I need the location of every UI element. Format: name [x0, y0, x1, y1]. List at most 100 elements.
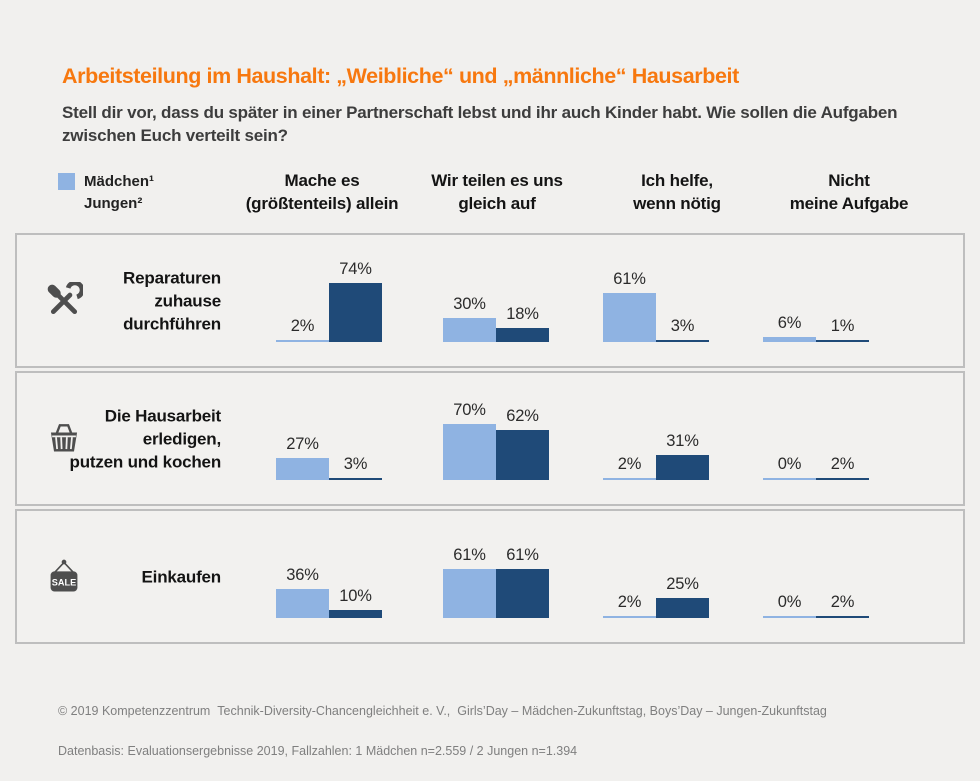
boys-value-label: 1% [831, 317, 854, 336]
girls-value-label: 61% [453, 546, 485, 565]
boys-value-label: 18% [506, 305, 538, 324]
girls-bar [763, 337, 816, 342]
bar-group-1: 2% 74% [276, 260, 382, 342]
task-label: Die Hausarbeit erledigen, putzen und koc… [17, 404, 221, 473]
bar-group-2: 61% 61% [443, 546, 549, 618]
girls-value-label: 61% [613, 270, 645, 289]
boys-bar-col: 61% [496, 546, 549, 618]
boys-bar-col: 10% [329, 587, 382, 618]
task-label: Reparaturen zuhause durchführen [17, 266, 221, 335]
boys-bar-col: 62% [496, 407, 549, 480]
bar-group-4: 0% 2% [763, 593, 869, 618]
footer-database: Datenbasis: Evaluationsergebnisse 2019, … [58, 741, 827, 761]
girls-bar [603, 616, 656, 618]
boys-bar [496, 569, 549, 618]
bar-group-1: 36% 10% [276, 566, 382, 618]
girls-bar-col: 36% [276, 566, 329, 618]
boys-bar [329, 283, 382, 342]
girls-value-label: 70% [453, 401, 485, 420]
chart-rows: Reparaturen zuhause durchführen 2% 74% 30% 1… [15, 233, 965, 647]
bar-group-2: 30% 18% [443, 295, 549, 342]
boys-bar [656, 598, 709, 618]
boys-value-label: 3% [344, 455, 367, 474]
girls-bar-col: 61% [443, 546, 496, 618]
boys-bar [329, 478, 382, 480]
boys-bar-col: 3% [329, 455, 382, 480]
boys-value-label: 25% [666, 575, 698, 594]
girls-bar-col: 0% [763, 593, 816, 618]
boys-bar-col: 2% [816, 455, 869, 480]
girls-bar [443, 318, 496, 342]
girls-value-label: 6% [778, 314, 801, 333]
legend-girls-label: Mädchen¹ [84, 173, 154, 190]
legend-item-girls: Mädchen¹ [58, 170, 154, 192]
girls-bar [276, 458, 329, 480]
task-row-1: Reparaturen zuhause durchführen 2% 74% 30% 1… [15, 233, 965, 368]
boys-value-label: 3% [671, 317, 694, 336]
girls-value-label: 2% [618, 455, 641, 474]
girls-bar [603, 293, 656, 342]
task-label: Einkaufen [17, 565, 221, 588]
boys-bar [816, 478, 869, 480]
girls-bar-col: 30% [443, 295, 496, 342]
boys-bar-col: 2% [816, 593, 869, 618]
boys-bar [656, 340, 709, 342]
girls-bar [763, 478, 816, 480]
page-title: Arbeitsteilung im Haushalt: „Weibliche“ … [62, 64, 739, 89]
legend: Mädchen¹ Jungen² [58, 170, 154, 214]
boys-value-label: 61% [506, 546, 538, 565]
boys-bar [656, 455, 709, 480]
boys-bar-col: 18% [496, 305, 549, 342]
boys-value-label: 74% [339, 260, 371, 279]
bar-group-2: 70% 62% [443, 401, 549, 480]
boys-value-label: 10% [339, 587, 371, 606]
legend-item-boys: Jungen² [58, 192, 154, 214]
boys-bar-col: 25% [656, 575, 709, 618]
slide: { "title": "Arbeitsteilung im Haushalt: … [0, 0, 980, 735]
girls-bar [603, 478, 656, 480]
boys-value-label: 2% [831, 455, 854, 474]
column-header-3: Ich helfe, wenn nötig [633, 169, 721, 215]
girls-bar-col: 70% [443, 401, 496, 480]
girls-value-label: 36% [286, 566, 318, 585]
girls-bar-col: 2% [603, 455, 656, 480]
task-row-2: Die Hausarbeit erledigen, putzen und koc… [15, 371, 965, 506]
bar-group-3: 2% 25% [603, 575, 709, 618]
bar-group-4: 6% 1% [763, 314, 869, 342]
bar-group-3: 61% 3% [603, 270, 709, 342]
bar-group-4: 0% 2% [763, 455, 869, 480]
girls-bar-col: 6% [763, 314, 816, 342]
girls-value-label: 27% [286, 435, 318, 454]
bar-group-1: 27% 3% [276, 435, 382, 480]
girls-color-swatch [58, 173, 75, 190]
column-header-1: Mache es (größtenteils) allein [246, 169, 399, 215]
boys-bar [496, 430, 549, 480]
girls-bar [276, 589, 329, 618]
girls-value-label: 2% [618, 593, 641, 612]
girls-bar [763, 616, 816, 618]
column-header-2: Wir teilen es uns gleich auf [431, 169, 563, 215]
boys-value-label: 62% [506, 407, 538, 426]
boys-bar [496, 328, 549, 342]
girls-value-label: 2% [291, 317, 314, 336]
girls-bar [276, 340, 329, 342]
boys-bar [329, 610, 382, 618]
girls-value-label: 0% [778, 455, 801, 474]
girls-bar-col: 61% [603, 270, 656, 342]
girls-value-label: 0% [778, 593, 801, 612]
boys-bar-col: 1% [816, 317, 869, 342]
boys-bar [816, 340, 869, 342]
girls-bar-col: 27% [276, 435, 329, 480]
question-text: Stell dir vor, dass du später in einer P… [62, 101, 897, 147]
boys-value-label: 31% [666, 432, 698, 451]
column-header-4: Nicht meine Aufgabe [790, 169, 909, 215]
legend-boys-label: Jungen² [84, 195, 142, 212]
boys-bar-col: 74% [329, 260, 382, 342]
footer-copyright: © 2019 Kompetenzzentrum Technik-Diversit… [58, 701, 827, 721]
girls-bar-col: 2% [603, 593, 656, 618]
girls-bar [443, 424, 496, 480]
boys-bar-col: 31% [656, 432, 709, 480]
girls-bar-col: 2% [276, 317, 329, 342]
girls-value-label: 30% [453, 295, 485, 314]
